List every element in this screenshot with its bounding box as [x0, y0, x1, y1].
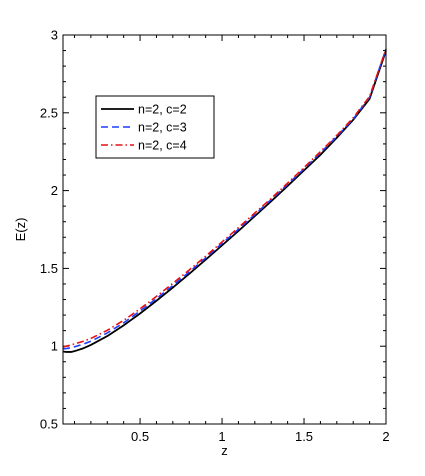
legend-label: n=2, c=2 — [138, 103, 187, 117]
plot-frame — [62, 34, 387, 425]
x-tick-label: 2 — [382, 429, 389, 444]
tick-labels: 0.5 1 1.5 2 0.5 1 1.5 2 2.5 3 — [40, 28, 390, 445]
y-tick-label: 2 — [51, 183, 58, 198]
series-line-2 — [62, 48, 387, 350]
x-axis-label: z — [221, 443, 228, 458]
series-line-1 — [62, 50, 387, 353]
y-tick-label: 1 — [51, 339, 58, 354]
x-tick-label: 1.5 — [295, 429, 313, 444]
legend-label: n=2, c=3 — [138, 121, 187, 135]
x-tick-label: 1 — [218, 429, 225, 444]
y-tick-label: 0.5 — [40, 417, 58, 432]
legend: n=2, c=2 n=2, c=3 n=2, c=4 — [95, 95, 215, 159]
series-line-3 — [62, 48, 387, 348]
y-tick-label: 2.5 — [40, 105, 58, 120]
series-lines — [62, 48, 387, 353]
legend-label: n=2, c=4 — [138, 139, 187, 153]
x-tick-label: 0.5 — [131, 429, 149, 444]
y-tick-label: 1.5 — [40, 261, 58, 276]
y-axis-label: E(z) — [13, 218, 28, 242]
y-tick-label: 3 — [51, 28, 58, 43]
